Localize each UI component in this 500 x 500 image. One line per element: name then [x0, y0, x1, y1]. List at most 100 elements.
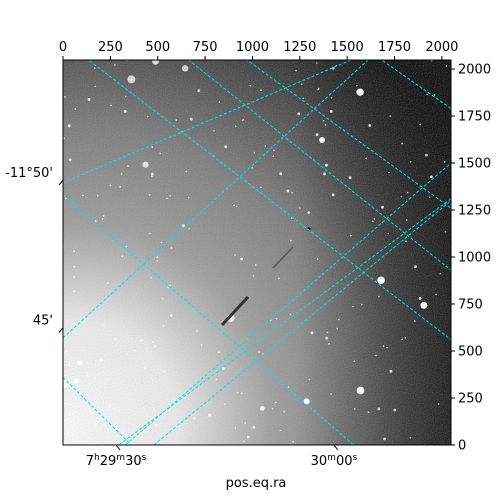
star	[233, 204, 235, 207]
star	[100, 358, 103, 362]
star	[325, 163, 328, 167]
star	[247, 435, 250, 439]
star	[389, 369, 393, 373]
dec-grid-line	[117, 198, 451, 445]
star	[108, 405, 111, 407]
star	[151, 146, 153, 148]
star	[193, 417, 195, 420]
star	[64, 197, 67, 200]
star	[283, 411, 286, 413]
star	[368, 124, 372, 127]
ra-grid-line	[87, 60, 451, 341]
star	[67, 124, 71, 128]
y-axis-ticks: 0 250 500 750 1000 1250 1500 1750 2000	[451, 63, 491, 454]
star	[353, 408, 356, 410]
star	[74, 108, 77, 110]
star	[101, 218, 104, 220]
star	[170, 247, 173, 249]
star	[148, 194, 151, 196]
star	[437, 403, 440, 405]
star	[326, 331, 329, 334]
star	[235, 205, 238, 208]
star	[95, 220, 97, 222]
star	[125, 245, 128, 248]
star	[181, 65, 189, 72]
star	[325, 336, 329, 340]
star	[244, 422, 247, 424]
star	[290, 239, 292, 242]
star	[428, 196, 431, 199]
star	[236, 391, 239, 394]
star	[389, 115, 392, 117]
star	[182, 224, 185, 228]
star	[114, 337, 116, 340]
star	[222, 367, 225, 370]
star	[169, 195, 171, 197]
star	[127, 165, 129, 167]
star	[133, 349, 136, 352]
star	[224, 145, 228, 149]
star	[273, 149, 275, 152]
star	[373, 217, 376, 220]
star	[372, 220, 374, 222]
star	[377, 276, 385, 284]
y-tick-label: 750	[458, 298, 483, 313]
star	[169, 284, 171, 287]
star	[218, 101, 221, 103]
star	[444, 230, 447, 233]
x-tick-label: 1500	[331, 40, 364, 55]
star	[253, 151, 256, 154]
star	[307, 211, 311, 215]
ra-grid-line	[188, 60, 451, 271]
star	[249, 84, 252, 87]
star	[65, 350, 68, 353]
star	[162, 325, 164, 327]
star	[429, 175, 433, 179]
star	[151, 172, 154, 176]
star	[242, 119, 245, 121]
star	[435, 293, 437, 296]
star	[64, 96, 66, 98]
star	[153, 408, 156, 411]
star	[77, 360, 83, 366]
star	[405, 219, 408, 221]
star	[142, 161, 149, 168]
star	[298, 207, 301, 209]
y-tick-label: 0	[458, 439, 466, 454]
star	[272, 155, 275, 157]
ra-tick-label: 30m00s	[311, 453, 358, 469]
ra-grid-line	[380, 60, 451, 109]
star	[433, 94, 436, 96]
star	[367, 411, 370, 414]
star	[106, 282, 109, 284]
star	[252, 425, 256, 429]
star	[404, 337, 407, 339]
star	[400, 195, 403, 198]
star	[387, 232, 390, 235]
star	[189, 117, 193, 121]
star	[295, 69, 297, 72]
star	[330, 96, 333, 99]
star	[174, 424, 178, 428]
star	[86, 375, 89, 377]
star	[393, 408, 397, 412]
x-tick-label: 250	[98, 40, 123, 55]
star	[200, 344, 203, 346]
star	[420, 301, 428, 309]
star	[439, 272, 442, 275]
dec-grid-line	[125, 162, 451, 445]
star	[94, 85, 96, 88]
star	[151, 379, 153, 381]
star	[163, 370, 166, 373]
star	[330, 393, 332, 395]
star	[406, 191, 409, 194]
star	[82, 194, 84, 197]
star	[156, 256, 159, 259]
star	[316, 258, 319, 261]
star	[120, 173, 123, 175]
star	[169, 314, 173, 317]
star	[405, 240, 407, 242]
ra-axis-ticks: 7h29m30s 30m00s	[86, 444, 358, 469]
dec-grid-line	[63, 60, 352, 184]
star	[275, 401, 277, 404]
